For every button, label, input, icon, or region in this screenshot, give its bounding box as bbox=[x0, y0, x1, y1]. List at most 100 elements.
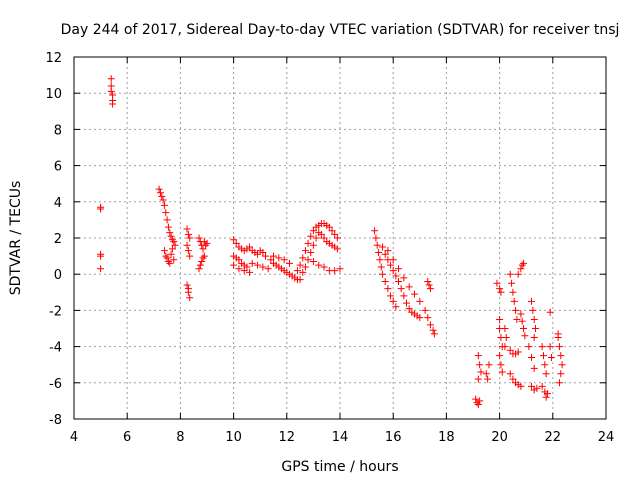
data-point bbox=[199, 245, 207, 253]
data-point bbox=[513, 315, 521, 323]
data-point bbox=[372, 234, 380, 242]
data-point bbox=[203, 239, 211, 247]
data-point bbox=[484, 375, 492, 383]
data-point bbox=[235, 265, 243, 273]
data-point bbox=[376, 256, 384, 264]
data-point bbox=[528, 297, 536, 305]
x-axis-label: GPS time / hours bbox=[281, 459, 398, 475]
data-point bbox=[530, 315, 538, 323]
data-point bbox=[248, 259, 256, 267]
data-point bbox=[243, 263, 251, 271]
data-point bbox=[235, 256, 243, 264]
data-point bbox=[307, 248, 315, 256]
data-point bbox=[97, 265, 105, 273]
data-point bbox=[429, 326, 437, 334]
data-point bbox=[267, 256, 275, 264]
y-tick-label: 8 bbox=[54, 123, 62, 138]
data-point bbox=[259, 263, 267, 271]
data-point bbox=[320, 263, 328, 271]
data-point bbox=[160, 247, 168, 255]
data-point bbox=[373, 241, 381, 249]
data-point bbox=[280, 256, 288, 264]
data-point bbox=[186, 294, 194, 302]
data-point bbox=[264, 265, 272, 273]
data-point bbox=[301, 247, 309, 255]
y-axis-label: SDTVAR / TECUs bbox=[8, 181, 24, 296]
data-point bbox=[485, 361, 493, 369]
data-point bbox=[525, 343, 533, 351]
data-point bbox=[331, 267, 339, 275]
data-point bbox=[107, 75, 115, 83]
data-point bbox=[426, 285, 434, 293]
x-tick-label: 10 bbox=[225, 430, 242, 445]
data-point bbox=[400, 274, 408, 282]
data-point bbox=[541, 361, 549, 369]
data-point bbox=[170, 238, 178, 246]
data-point bbox=[472, 395, 480, 403]
data-point bbox=[501, 343, 509, 351]
data-point bbox=[183, 281, 191, 289]
data-point bbox=[164, 223, 172, 231]
data-point bbox=[379, 270, 387, 278]
data-point bbox=[158, 192, 166, 200]
data-point bbox=[331, 230, 339, 238]
x-tick-label: 4 bbox=[70, 430, 78, 445]
data-point bbox=[309, 227, 317, 235]
data-point bbox=[395, 277, 403, 285]
data-point bbox=[539, 352, 547, 360]
data-point bbox=[195, 265, 203, 273]
x-tick-label: 12 bbox=[279, 430, 296, 445]
data-point bbox=[379, 243, 387, 251]
data-point bbox=[381, 277, 389, 285]
y-tick-label: 4 bbox=[54, 196, 62, 211]
data-point bbox=[156, 189, 164, 197]
data-point bbox=[299, 254, 307, 262]
data-point bbox=[477, 368, 485, 376]
data-point bbox=[171, 241, 179, 249]
data-point bbox=[167, 232, 175, 240]
y-tick-label: -6 bbox=[49, 377, 62, 392]
data-point bbox=[186, 252, 194, 260]
data-point bbox=[506, 270, 514, 278]
data-point bbox=[498, 368, 506, 376]
data-point bbox=[555, 343, 563, 351]
data-point bbox=[546, 343, 554, 351]
data-point bbox=[542, 393, 550, 401]
data-point bbox=[508, 279, 516, 287]
data-point bbox=[109, 100, 117, 108]
data-point bbox=[392, 272, 400, 280]
chart-title: Day 244 of 2017, Sidereal Day-to-day VTE… bbox=[61, 22, 620, 38]
data-point bbox=[518, 261, 526, 269]
data-point bbox=[275, 254, 283, 262]
y-tick-label: 6 bbox=[54, 160, 62, 175]
data-point bbox=[496, 285, 504, 293]
data-point bbox=[529, 306, 537, 314]
data-point bbox=[333, 234, 341, 242]
data-point bbox=[320, 234, 328, 242]
data-point bbox=[200, 252, 208, 260]
data-point bbox=[517, 310, 525, 318]
data-point bbox=[309, 241, 317, 249]
x-tick-label: 18 bbox=[438, 430, 455, 445]
data-point bbox=[375, 248, 383, 256]
data-point bbox=[371, 227, 379, 235]
data-point bbox=[496, 352, 504, 360]
data-point bbox=[474, 401, 482, 409]
data-point bbox=[184, 247, 192, 255]
data-point bbox=[296, 276, 304, 284]
data-point bbox=[426, 321, 434, 329]
data-point bbox=[509, 288, 517, 296]
data-point bbox=[240, 267, 248, 275]
data-point bbox=[97, 252, 105, 260]
data-point bbox=[521, 332, 529, 340]
data-point bbox=[107, 87, 115, 95]
data-point bbox=[304, 239, 312, 247]
y-tick-label: 10 bbox=[45, 87, 62, 102]
data-point bbox=[159, 196, 167, 204]
data-point bbox=[246, 243, 254, 251]
data-point bbox=[506, 346, 514, 354]
data-point bbox=[196, 261, 204, 269]
data-point bbox=[474, 352, 482, 360]
data-point bbox=[506, 370, 514, 378]
data-point bbox=[381, 250, 389, 258]
